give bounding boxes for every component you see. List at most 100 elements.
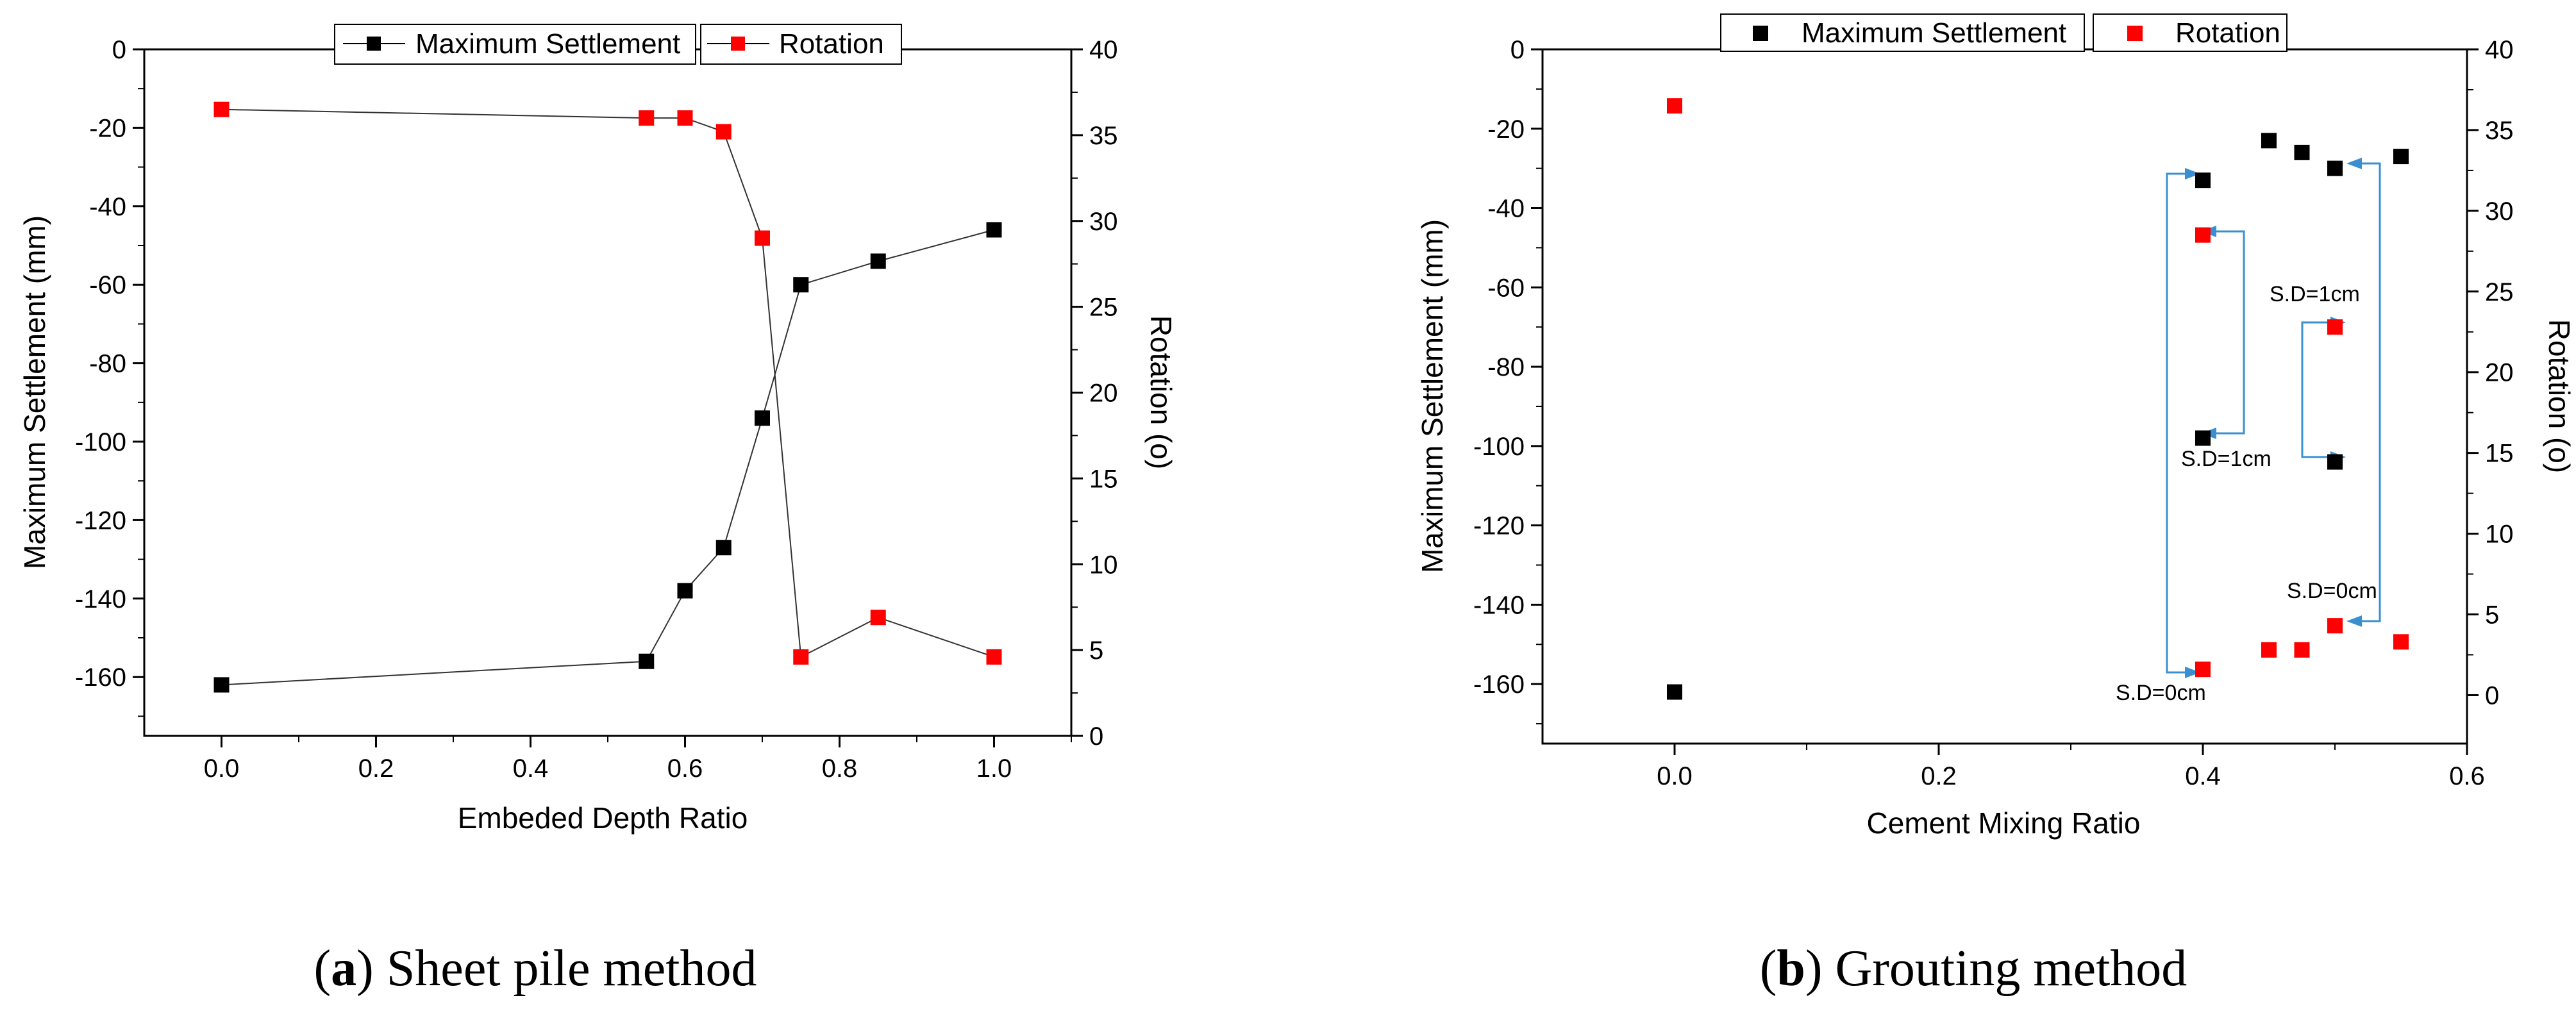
data-point-rotation (213, 101, 230, 117)
annotation-sd-0cm-right: S.D=0cm (2287, 579, 2377, 603)
data-point-rotation (793, 649, 809, 665)
data-point-maximum-settlement (2261, 133, 2277, 149)
chart-b: 0.0 0.2 0.4 0.6 0 -20 -40 -60 -80 -100 -120 -140 -1… (1416, 13, 2576, 997)
bracket-outer-left (2166, 172, 2185, 674)
chart-a: 0.0 0.2 0.4 0.6 0.8 1.0 0 -20 -40 -60 -80 -100 -120… (18, 24, 1178, 997)
y-tick-label: -20 (1487, 115, 1525, 144)
caption-b: (b) Grouting method (1760, 940, 2187, 997)
y-tick-label: -80 (89, 350, 126, 378)
y-tick-label: -140 (1473, 591, 1525, 619)
series-lines (221, 108, 994, 686)
bracket-inner-left (2216, 230, 2245, 435)
x-tick-label: 0.2 (1921, 762, 1957, 790)
x-axis-title: Embeded Depth Ratio (458, 801, 748, 835)
y2-tick-label: 15 (2485, 440, 2514, 468)
caption-a-letter: a (331, 940, 356, 997)
data-point-maximum-settlement (2294, 144, 2310, 160)
legend-box-settlement (1720, 13, 2085, 52)
plot-frame (1541, 48, 2468, 745)
y-tick-label: -80 (1487, 353, 1525, 381)
data-point-rotation (2195, 662, 2211, 678)
legend-marker-settlement (367, 37, 381, 51)
arrowhead (2185, 667, 2200, 678)
x-tick-label: 0.8 (822, 754, 858, 783)
y-tick-label: -40 (1487, 195, 1525, 223)
data-point-maximum-settlement (677, 583, 693, 599)
series-line-maximum-settlement (221, 229, 994, 686)
arrowhead (2185, 168, 2200, 179)
y2-axis-ticks: 0 5 10 15 20 25 30 35 40 (2467, 36, 2514, 710)
data-point-rotation (639, 110, 655, 126)
data-point-maximum-settlement (870, 253, 886, 269)
data-point-rotation (986, 649, 1002, 665)
x-tick-label: 1.0 (976, 754, 1012, 783)
series-markers (1667, 98, 2409, 700)
data-point-maximum-settlement (715, 540, 732, 556)
annotation-sd-1cm-left: S.D=1cm (2181, 447, 2271, 471)
y2-tick-label: 5 (1089, 637, 1103, 665)
data-point-rotation (1667, 98, 1682, 114)
x-axis-ticks: 0.0 0.2 0.4 0.6 0.8 1.0 (204, 736, 1072, 783)
y-tick-label: -60 (1487, 274, 1525, 302)
annotation-sd-1cm-right: S.D=1cm (2270, 282, 2360, 306)
data-point-rotation (2294, 642, 2310, 658)
data-point-maximum-settlement (213, 677, 230, 693)
annotation-brackets (2166, 158, 2381, 678)
data-point-rotation (2327, 319, 2343, 335)
data-point-maximum-settlement (2195, 172, 2211, 188)
series-line-rotation (221, 108, 994, 658)
y2-tick-label: 15 (1089, 465, 1118, 493)
data-point-rotation (870, 610, 886, 626)
x-tick-label: 0.0 (1657, 762, 1693, 790)
y2-tick-label: 5 (2485, 601, 2499, 629)
series-markers (213, 101, 1002, 693)
y2-tick-label: 25 (2485, 278, 2514, 306)
y2-tick-label: 30 (1089, 208, 1118, 236)
x-tick-label: 0.6 (667, 754, 703, 783)
y2-tick-label: 0 (1089, 722, 1103, 751)
legend-box-rotation (2093, 13, 2287, 52)
legend-marker-settlement (1753, 26, 1768, 41)
y2-tick-label: 20 (1089, 379, 1118, 408)
annotation-sd-0cm-left: S.D=0cm (2116, 681, 2206, 705)
data-point-rotation (2195, 227, 2211, 243)
y2-tick-label: 35 (1089, 122, 1118, 150)
caption-a: (a) Sheet pile method (314, 940, 757, 997)
y-axis-title: Maximum Settlement (mm) (1416, 219, 1449, 573)
data-point-rotation (715, 124, 732, 140)
arrowhead (2346, 615, 2362, 627)
data-point-maximum-settlement (639, 653, 655, 669)
y-tick-label: -40 (89, 193, 126, 221)
legend-label-settlement: Maximum Settlement (1802, 17, 2066, 49)
data-point-rotation (2393, 634, 2409, 650)
bracket-inner-right (2301, 321, 2330, 458)
legend: Maximum Settlement Rotation (334, 24, 902, 65)
y2-tick-label: 30 (2485, 197, 2514, 226)
data-point-rotation (2327, 618, 2343, 634)
data-point-maximum-settlement (793, 277, 809, 293)
x-tick-label: 0.4 (2185, 762, 2221, 790)
y-axis-title: Maximum Settlement (mm) (18, 215, 51, 569)
caption-b-letter: b (1777, 940, 1805, 997)
y2-axis-title: Rotation (o) (2543, 319, 2576, 473)
legend-marker-rotation (2127, 26, 2143, 41)
y2-tick-label: 25 (1089, 294, 1118, 322)
data-point-maximum-settlement (1667, 684, 1682, 700)
data-point-maximum-settlement (2195, 430, 2211, 446)
y-tick-label: -60 (89, 271, 126, 299)
data-point-maximum-settlement (2327, 160, 2343, 176)
data-point-maximum-settlement (2327, 454, 2343, 470)
data-point-rotation (755, 230, 770, 246)
y2-axis-title: Rotation (o) (1144, 315, 1178, 469)
data-point-maximum-settlement (2393, 149, 2409, 165)
legend-label-rotation: Rotation (779, 28, 884, 60)
y-tick-label: -100 (75, 428, 126, 456)
data-point-maximum-settlement (986, 222, 1002, 238)
legend: Maximum Settlement Rotation (1720, 13, 2287, 52)
data-point-maximum-settlement (755, 410, 770, 426)
y-tick-label: -140 (75, 585, 126, 613)
y2-tick-label: 40 (1089, 36, 1118, 64)
y-tick-label: -120 (75, 506, 126, 535)
x-axis-ticks: 0.0 0.2 0.4 0.6 (1657, 744, 2485, 790)
